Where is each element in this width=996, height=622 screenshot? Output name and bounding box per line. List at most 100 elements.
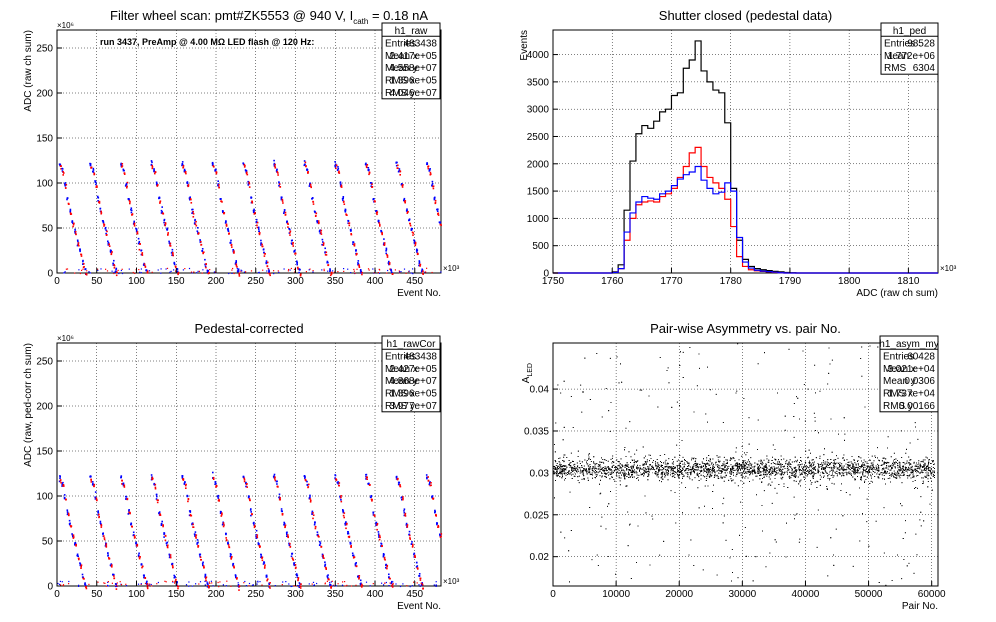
data-point <box>111 564 113 566</box>
data-point <box>406 526 409 528</box>
data-point <box>206 586 209 588</box>
data-point <box>108 245 111 247</box>
y-axis-label: ADC (raw ch sum) <box>23 30 34 112</box>
data-point <box>154 171 157 173</box>
data-point <box>186 181 189 183</box>
data-point <box>150 160 153 162</box>
data-point <box>117 269 119 271</box>
data-point <box>97 196 99 199</box>
data-point <box>283 523 285 526</box>
data-point <box>336 169 339 171</box>
data-point <box>413 553 415 556</box>
data-point <box>167 234 169 236</box>
data-point <box>214 481 217 483</box>
data-point <box>254 211 256 214</box>
data-point <box>375 524 377 527</box>
data-point <box>260 555 263 558</box>
data-point <box>388 573 390 576</box>
data-point <box>81 573 84 576</box>
plot-frame <box>56 29 442 274</box>
data-point <box>383 558 386 560</box>
data-point <box>400 271 402 273</box>
data-point <box>252 522 255 524</box>
data-point <box>204 265 207 268</box>
data-point <box>185 584 188 586</box>
data-point <box>167 544 169 547</box>
data-point <box>107 555 109 557</box>
data-point <box>101 220 104 222</box>
data-point <box>386 256 389 258</box>
data-point <box>321 553 324 556</box>
data-point <box>205 263 207 266</box>
x-tick-label: 150 <box>168 276 185 287</box>
data-point <box>300 273 302 275</box>
data-point <box>371 498 373 501</box>
data-point <box>357 260 360 262</box>
data-point <box>344 208 347 211</box>
data-point <box>202 564 204 566</box>
data-point <box>308 269 310 271</box>
data-point <box>340 185 342 188</box>
data-point <box>151 271 153 273</box>
data-point <box>347 536 350 538</box>
data-point <box>140 583 142 585</box>
data-point <box>62 171 64 173</box>
data-point <box>175 270 177 272</box>
data-point <box>313 523 316 526</box>
data-point <box>296 260 298 263</box>
data-point <box>365 163 367 166</box>
data-point <box>143 263 146 265</box>
data-point <box>402 498 404 501</box>
data-point <box>227 541 229 544</box>
data-point <box>353 268 355 271</box>
data-point <box>225 537 227 539</box>
data-point <box>238 585 240 587</box>
data-point <box>342 509 344 511</box>
data-point <box>228 232 230 235</box>
data-point <box>292 243 294 245</box>
data-point <box>204 576 207 579</box>
data-point <box>69 210 72 212</box>
data-point <box>193 222 196 224</box>
data-point <box>220 515 223 517</box>
stats-value: 4.868e+07 <box>389 376 437 387</box>
data-point <box>284 524 287 527</box>
data-point <box>257 581 259 583</box>
data-point <box>145 269 148 272</box>
data-point <box>64 183 66 185</box>
data-point <box>253 210 255 212</box>
data-point <box>334 164 336 167</box>
data-point <box>173 262 176 265</box>
data-point <box>105 229 107 232</box>
data-point <box>210 580 212 582</box>
x-tick-label: 250 <box>247 276 264 287</box>
data-point <box>432 185 435 187</box>
data-point <box>434 511 436 513</box>
data-point <box>313 584 315 587</box>
data-point <box>223 524 225 526</box>
data-point <box>418 584 420 586</box>
data-point <box>151 478 153 481</box>
data-point <box>103 538 106 541</box>
data-point <box>241 270 243 272</box>
data-point <box>371 183 373 186</box>
data-point <box>174 265 177 268</box>
data-point <box>82 259 84 262</box>
data-point <box>141 566 143 569</box>
data-point <box>386 254 389 257</box>
data-point <box>267 268 269 270</box>
data-point <box>92 481 94 483</box>
data-point <box>360 272 362 274</box>
data-point <box>281 514 284 516</box>
data-point <box>365 165 368 168</box>
data-point <box>430 173 432 175</box>
data-point <box>416 582 418 584</box>
data-point <box>77 557 80 560</box>
data-point <box>103 537 106 539</box>
data-point <box>63 485 65 487</box>
data-point <box>184 171 187 173</box>
data-point <box>409 586 411 588</box>
data-point <box>63 272 65 274</box>
stats-value: 1.396e+05 <box>389 389 437 400</box>
data-point <box>225 532 227 535</box>
